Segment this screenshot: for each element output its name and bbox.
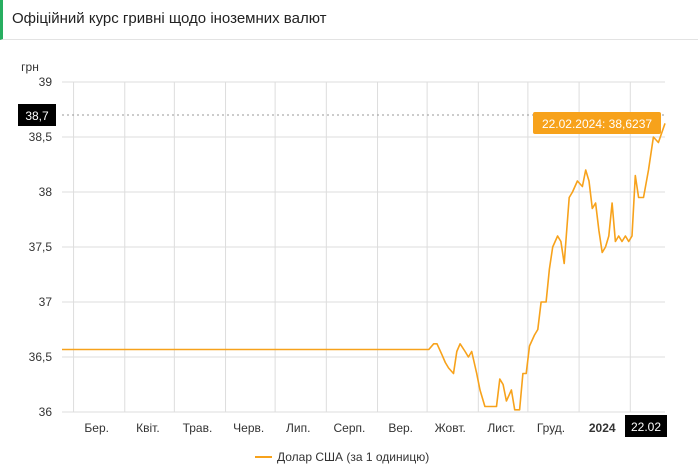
- y-tick-label: 37: [39, 295, 53, 309]
- y-axis-labels: 36 36,5 37 37,5 38 38,5 39: [29, 75, 53, 419]
- x-tick-label: Вер.: [388, 421, 413, 435]
- x-tick-label: Квіт.: [136, 421, 160, 435]
- y-tick-label: 37,5: [29, 240, 53, 254]
- y-tick-label: 39: [39, 75, 53, 89]
- x-tick-label: Жовт.: [435, 421, 466, 435]
- x-tick-label: Серп.: [334, 421, 366, 435]
- y-tick-label: 36: [39, 405, 53, 419]
- page-title: Офіційний курс гривні щодо іноземних вал…: [12, 10, 327, 27]
- grid-vertical: [73, 82, 631, 412]
- y-axis-unit: грн: [21, 60, 39, 74]
- usd-series-line[interactable]: [62, 123, 666, 411]
- tooltip-box: [533, 112, 661, 134]
- y-tick-label: 36,5: [29, 350, 53, 364]
- x-tick-label: Лип.: [286, 421, 310, 435]
- legend-label: Долар США (за 1 одиницю): [277, 450, 429, 464]
- x-tick-label: Бер.: [84, 421, 109, 435]
- x-tick-label: Трав.: [183, 421, 213, 435]
- x-tick-label: Черв.: [233, 421, 264, 435]
- y-tick-label: 38: [39, 185, 53, 199]
- y-crosshair-label: 38,7: [25, 109, 49, 123]
- x-axis-labels: Бер. Квіт. Трав. Черв. Лип. Серп. Вер. Жовт. Лис…: [84, 421, 615, 435]
- page-header: Офіційний курс гривні щодо іноземних вал…: [0, 0, 698, 40]
- tooltip-text: 22.02.2024: 38,6237: [542, 117, 652, 131]
- legend[interactable]: Долар США (за 1 одиницю): [255, 450, 429, 464]
- x-tick-label: Лист.: [487, 421, 515, 435]
- x-tick-label: 2024: [589, 421, 616, 435]
- y-tick-label: 38,5: [29, 130, 53, 144]
- exchange-rate-chart[interactable]: 36 36,5 37 37,5 38 38,5 39 грн Бер. Квіт. Трав. Ч…: [0, 40, 700, 470]
- crosshair: 38,7 22.02 22.02.2024: 38,6237: [18, 104, 667, 437]
- x-tick-label: Груд.: [537, 421, 565, 435]
- grid-horizontal: [62, 81, 665, 413]
- x-crosshair-label: 22.02: [631, 420, 661, 434]
- chart-container: 36 36,5 37 37,5 38 38,5 39 грн Бер. Квіт. Трав. Ч…: [0, 40, 700, 470]
- y-crosshair-badge: [18, 104, 56, 126]
- x-crosshair-badge: [625, 415, 667, 437]
